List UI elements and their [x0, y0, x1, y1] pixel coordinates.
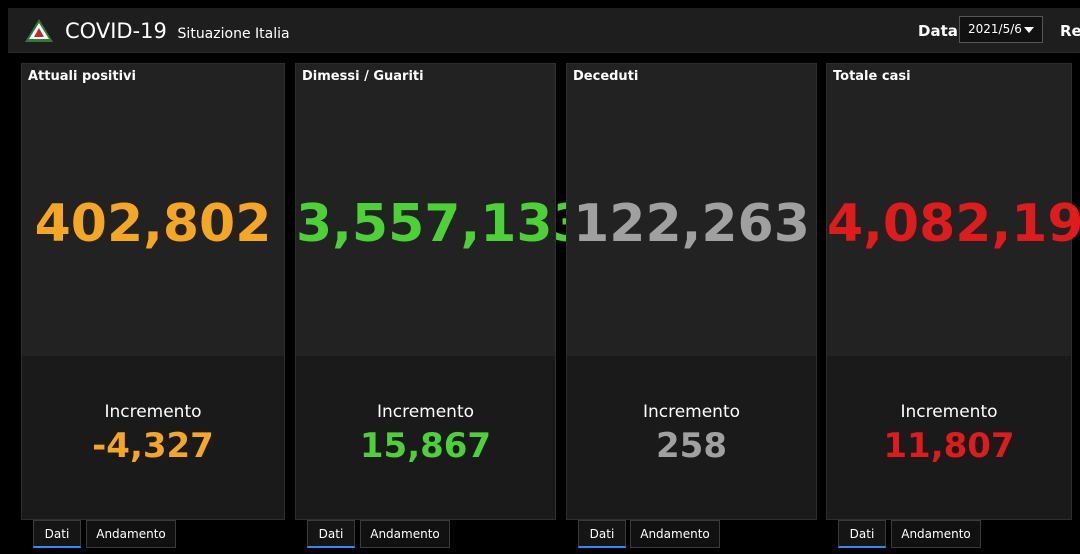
tab-dati[interactable]: Dati [33, 520, 81, 548]
tab-dati[interactable]: Dati [307, 520, 355, 548]
tab-andamento[interactable]: Andamento [630, 520, 720, 548]
app-header: COVID-19 Situazione Italia Data 2021/5/6… [8, 8, 1080, 53]
card-title: Dimessi / Guariti [302, 69, 424, 84]
increment-label: Incremento [376, 402, 475, 422]
app-title-text: COVID-19 [65, 19, 167, 43]
card-value: 3,557,133 [296, 194, 589, 254]
card-value: 4,082,198 [827, 194, 1080, 254]
increment-value: 258 [656, 426, 727, 466]
tab-andamento[interactable]: Andamento [891, 520, 981, 548]
caret-down-icon [1024, 27, 1034, 33]
tab-andamento[interactable]: Andamento [86, 520, 176, 548]
app-subtitle: Situazione Italia [177, 26, 290, 42]
card-increment-section: Incremento 11,807 [827, 356, 1071, 519]
card-title: Totale casi [833, 69, 911, 84]
date-value: 2021/5/6 [968, 22, 1022, 36]
increment-value: 15,867 [359, 426, 492, 466]
card-totale-casi: Totale casi 4,082,198 Incremento 11,807 [826, 63, 1080, 520]
increment-label: Incremento [900, 402, 998, 422]
region-label[interactable]: Re [1060, 22, 1080, 40]
card-attuali-positivi: Attuali positivi 402,802 Incremento -4,3… [21, 63, 285, 520]
increment-label: Incremento [642, 402, 741, 422]
card-increment-section: Incremento 258 [567, 356, 816, 519]
card-increment-section: Incremento -4,327 [22, 356, 284, 519]
app-title: COVID-19 Situazione Italia [65, 19, 290, 43]
tab-dati[interactable]: Dati [578, 520, 626, 548]
tab-andamento[interactable]: Andamento [360, 520, 450, 548]
card-deceduti: Deceduti 122,263 Incremento 258 [566, 63, 817, 520]
date-dropdown[interactable]: 2021/5/6 [959, 16, 1043, 43]
increment-value: 11,807 [883, 426, 1015, 466]
protezione-civile-logo-icon [25, 19, 53, 42]
increment-label: Incremento [104, 402, 202, 422]
card-title: Deceduti [573, 69, 639, 84]
increment-value: -4,327 [92, 426, 214, 466]
card-increment-section: Incremento 15,867 [296, 356, 555, 519]
card-dimessi-guariti: Dimessi / Guariti 3,557,133 Incremento 1… [295, 63, 589, 520]
date-label: Data [918, 22, 958, 40]
tab-dati[interactable]: Dati [838, 520, 886, 548]
card-title: Attuali positivi [28, 69, 136, 84]
card-value: 402,802 [34, 194, 272, 254]
card-value: 122,263 [573, 194, 810, 254]
